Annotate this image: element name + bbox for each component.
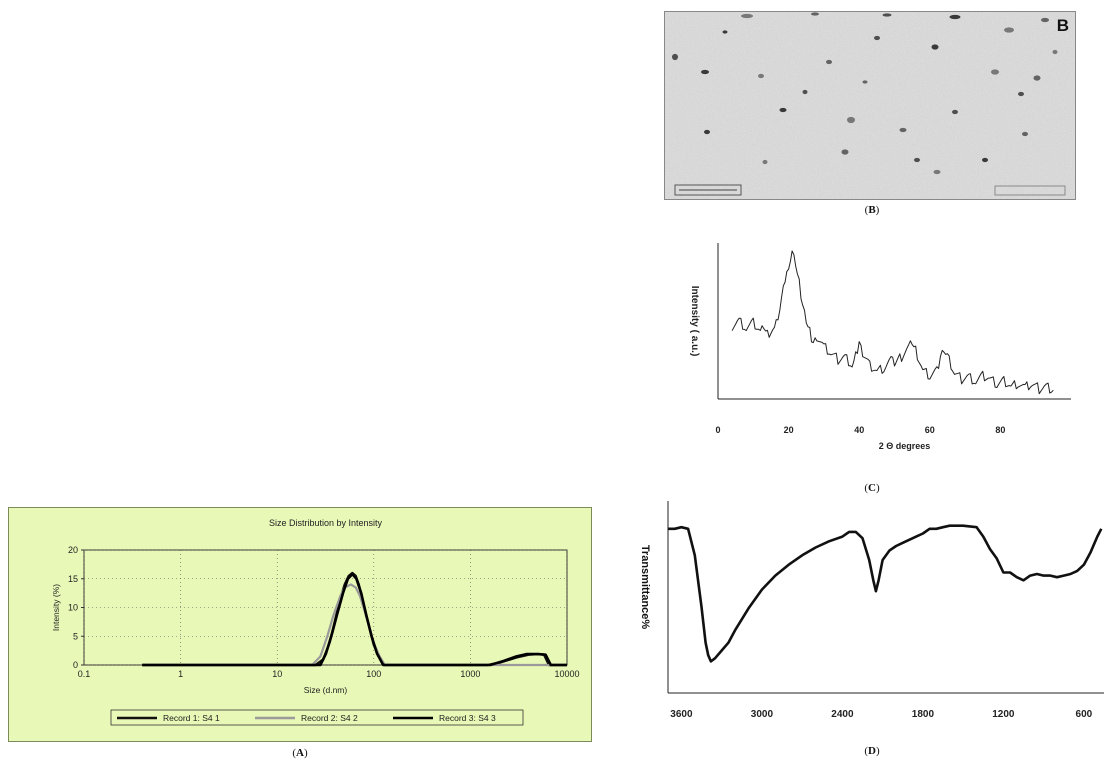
xrd-trace	[731, 250, 1054, 395]
legend-label-3: Record 3: S4 3	[439, 713, 496, 723]
particle	[1004, 27, 1014, 33]
particle	[991, 69, 999, 75]
x-tick-label: 1	[178, 669, 183, 679]
y-axis-label: Intensity (%)	[51, 584, 61, 631]
x-tick-label: 1200	[992, 709, 1015, 720]
figure-label-a: (A)	[292, 747, 308, 759]
particle	[762, 159, 768, 165]
y-tick-label: 0	[73, 660, 78, 670]
particle	[882, 13, 892, 17]
particle	[862, 80, 868, 84]
particle	[802, 89, 808, 95]
series-line-3	[142, 572, 567, 667]
particle	[826, 59, 832, 65]
y-tick-label: 15	[68, 574, 78, 584]
x-tick-label: 1000	[460, 669, 480, 679]
x-tick-label: 3600	[670, 709, 693, 720]
particle	[874, 35, 880, 41]
particle	[982, 157, 988, 163]
x-tick-label: 60	[925, 425, 935, 435]
x-tick-label: 2400	[831, 709, 854, 720]
legend-label-1: Record 1: S4 1	[163, 713, 220, 723]
particle	[1041, 17, 1049, 23]
particle	[949, 14, 961, 20]
particle	[741, 13, 753, 19]
x-axis-label: Size (d.nm)	[304, 685, 348, 695]
y-tick-label: 20	[68, 545, 78, 555]
particle	[841, 149, 849, 155]
particle	[931, 44, 939, 50]
figure-label-d: (D)	[864, 745, 880, 757]
x-tick-label: 80	[995, 425, 1005, 435]
x-tick-label: 0	[715, 425, 720, 435]
x-tick-label: 10000	[554, 669, 579, 679]
tem-micrograph: B	[664, 11, 1076, 200]
figure-label-c: (C)	[864, 482, 880, 494]
legend-label-2: Record 2: S4 2	[301, 713, 358, 723]
particle	[847, 116, 855, 124]
x-axis-label: 2 Θ degrees	[879, 441, 931, 451]
particle	[933, 169, 941, 175]
particle	[701, 69, 709, 75]
y-tick-label: 5	[73, 631, 78, 641]
x-tick-label: 0.1	[78, 669, 91, 679]
y-axis-label: Intensity ( a.u.)	[689, 286, 700, 357]
y-axis-label: Transmittance%	[639, 545, 651, 630]
series-line-2	[142, 583, 567, 667]
particle	[1022, 131, 1028, 137]
nanoparticles	[672, 12, 1058, 175]
x-tick-label: 3000	[751, 709, 774, 720]
micrograph-info-box	[994, 185, 1066, 196]
particle	[899, 127, 907, 133]
particle	[952, 109, 958, 115]
y-tick-label: 10	[68, 603, 78, 613]
xrd-chart: 0 20 40 60 80 2 Θ degrees Intensity ( a.u.)	[689, 243, 1071, 451]
tem-image	[665, 12, 1075, 199]
x-tick-label: 600	[1076, 709, 1093, 720]
x-tick-label: 40	[854, 425, 864, 435]
particle	[811, 12, 819, 16]
chart-title: Size Distribution by Intensity	[269, 518, 383, 528]
ftir-chart: 3600 3000 2400 1800 1200 600 Transmittance%	[639, 501, 1104, 720]
particle	[758, 73, 764, 79]
ftir-trace	[668, 524, 1103, 663]
panel-b-corner-label: B	[1056, 16, 1069, 35]
particle	[1018, 91, 1024, 97]
particle	[672, 53, 678, 61]
x-tick-label: 100	[366, 669, 381, 679]
particle	[704, 129, 710, 135]
particle	[1033, 75, 1041, 81]
scale-bar	[674, 184, 742, 196]
particle	[1052, 49, 1058, 55]
x-tick-label: 20	[784, 425, 794, 435]
particle	[914, 157, 920, 163]
particle	[779, 107, 787, 113]
figure-label-b: (B)	[864, 204, 880, 216]
x-tick-label: 10	[272, 669, 282, 679]
dls-panel: Size Distribution by Intensity 0.1 1 10 100 1…	[8, 507, 592, 742]
x-tick-label: 1800	[912, 709, 935, 720]
legend-box	[110, 709, 524, 726]
particle	[722, 30, 728, 34]
